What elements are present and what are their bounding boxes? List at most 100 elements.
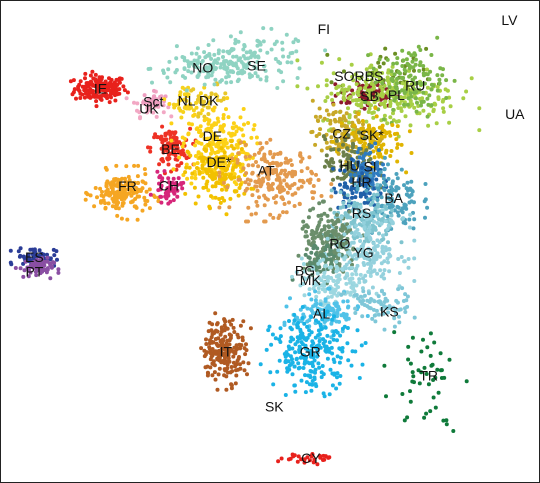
data-point bbox=[52, 253, 57, 258]
data-point bbox=[180, 186, 185, 191]
data-point bbox=[302, 293, 307, 298]
data-point bbox=[122, 196, 127, 201]
data-point bbox=[234, 54, 239, 59]
data-point bbox=[427, 93, 432, 98]
data-point bbox=[327, 305, 332, 310]
data-point bbox=[334, 301, 339, 306]
data-point bbox=[145, 199, 150, 203]
data-point bbox=[338, 168, 343, 173]
data-point bbox=[393, 311, 398, 316]
data-point bbox=[345, 299, 350, 304]
data-point bbox=[395, 56, 400, 61]
data-point bbox=[316, 343, 321, 348]
data-point bbox=[258, 77, 263, 82]
data-point bbox=[406, 265, 411, 270]
data-point bbox=[331, 166, 335, 171]
series-be bbox=[146, 124, 198, 176]
data-point bbox=[366, 255, 371, 260]
data-point bbox=[271, 171, 275, 176]
data-point bbox=[124, 183, 129, 188]
data-point bbox=[78, 79, 83, 84]
data-point bbox=[78, 96, 83, 100]
data-point bbox=[180, 135, 185, 140]
data-point bbox=[71, 78, 76, 83]
data-point bbox=[316, 213, 321, 218]
data-point bbox=[365, 88, 370, 93]
data-point bbox=[347, 243, 352, 248]
data-point bbox=[238, 346, 243, 351]
data-point bbox=[404, 170, 409, 175]
data-point bbox=[333, 190, 338, 195]
data-point bbox=[329, 158, 334, 163]
label-hu: HU bbox=[339, 158, 359, 174]
data-point bbox=[182, 58, 187, 63]
data-point bbox=[133, 197, 138, 201]
data-point bbox=[395, 210, 400, 215]
data-point bbox=[403, 83, 408, 88]
data-point bbox=[431, 107, 436, 112]
data-point bbox=[222, 154, 226, 159]
data-point bbox=[383, 183, 388, 187]
data-point bbox=[314, 268, 319, 273]
data-point bbox=[366, 101, 371, 105]
data-point bbox=[372, 155, 377, 160]
data-point bbox=[371, 149, 376, 154]
data-point bbox=[350, 74, 355, 79]
data-point bbox=[225, 370, 230, 375]
data-point bbox=[284, 182, 289, 187]
data-point bbox=[444, 78, 449, 83]
data-point bbox=[318, 114, 323, 119]
data-point bbox=[268, 212, 273, 217]
data-point bbox=[329, 242, 334, 247]
data-point bbox=[358, 272, 363, 277]
data-point bbox=[409, 179, 414, 184]
data-point bbox=[13, 266, 18, 270]
data-point bbox=[388, 154, 393, 158]
data-point bbox=[266, 174, 271, 179]
data-point bbox=[322, 224, 327, 229]
data-point bbox=[234, 373, 239, 378]
data-point bbox=[370, 227, 375, 232]
data-point bbox=[207, 204, 212, 209]
data-point bbox=[373, 319, 378, 324]
series-de- bbox=[183, 139, 256, 217]
data-point bbox=[279, 168, 284, 173]
data-point bbox=[425, 205, 430, 210]
data-point bbox=[349, 157, 354, 162]
data-point bbox=[395, 124, 400, 129]
data-point bbox=[226, 163, 231, 168]
data-point bbox=[353, 311, 358, 315]
data-point bbox=[391, 107, 396, 112]
data-point bbox=[327, 349, 332, 354]
data-point bbox=[419, 349, 424, 354]
data-point bbox=[230, 369, 235, 374]
label-ba: BA bbox=[384, 190, 403, 206]
data-point bbox=[422, 365, 427, 370]
data-point bbox=[407, 225, 412, 230]
data-point bbox=[271, 196, 276, 200]
data-point bbox=[251, 127, 256, 132]
data-point bbox=[218, 200, 223, 205]
data-point bbox=[222, 63, 227, 68]
data-point bbox=[433, 405, 438, 410]
data-point bbox=[91, 89, 95, 93]
data-point bbox=[319, 327, 324, 332]
label-sorbs: SORBS bbox=[334, 68, 383, 84]
data-point bbox=[357, 277, 362, 282]
data-point bbox=[373, 141, 378, 146]
data-point bbox=[338, 182, 342, 187]
data-point bbox=[365, 229, 369, 234]
data-point bbox=[431, 395, 436, 400]
data-point bbox=[385, 195, 390, 200]
data-point bbox=[338, 355, 343, 360]
data-point bbox=[387, 205, 392, 210]
data-point bbox=[215, 98, 220, 103]
data-point bbox=[360, 286, 365, 291]
data-point bbox=[364, 188, 369, 193]
data-point bbox=[361, 91, 366, 96]
data-point bbox=[356, 75, 361, 80]
data-point bbox=[223, 176, 228, 181]
data-point bbox=[310, 196, 315, 201]
data-point bbox=[206, 112, 211, 116]
